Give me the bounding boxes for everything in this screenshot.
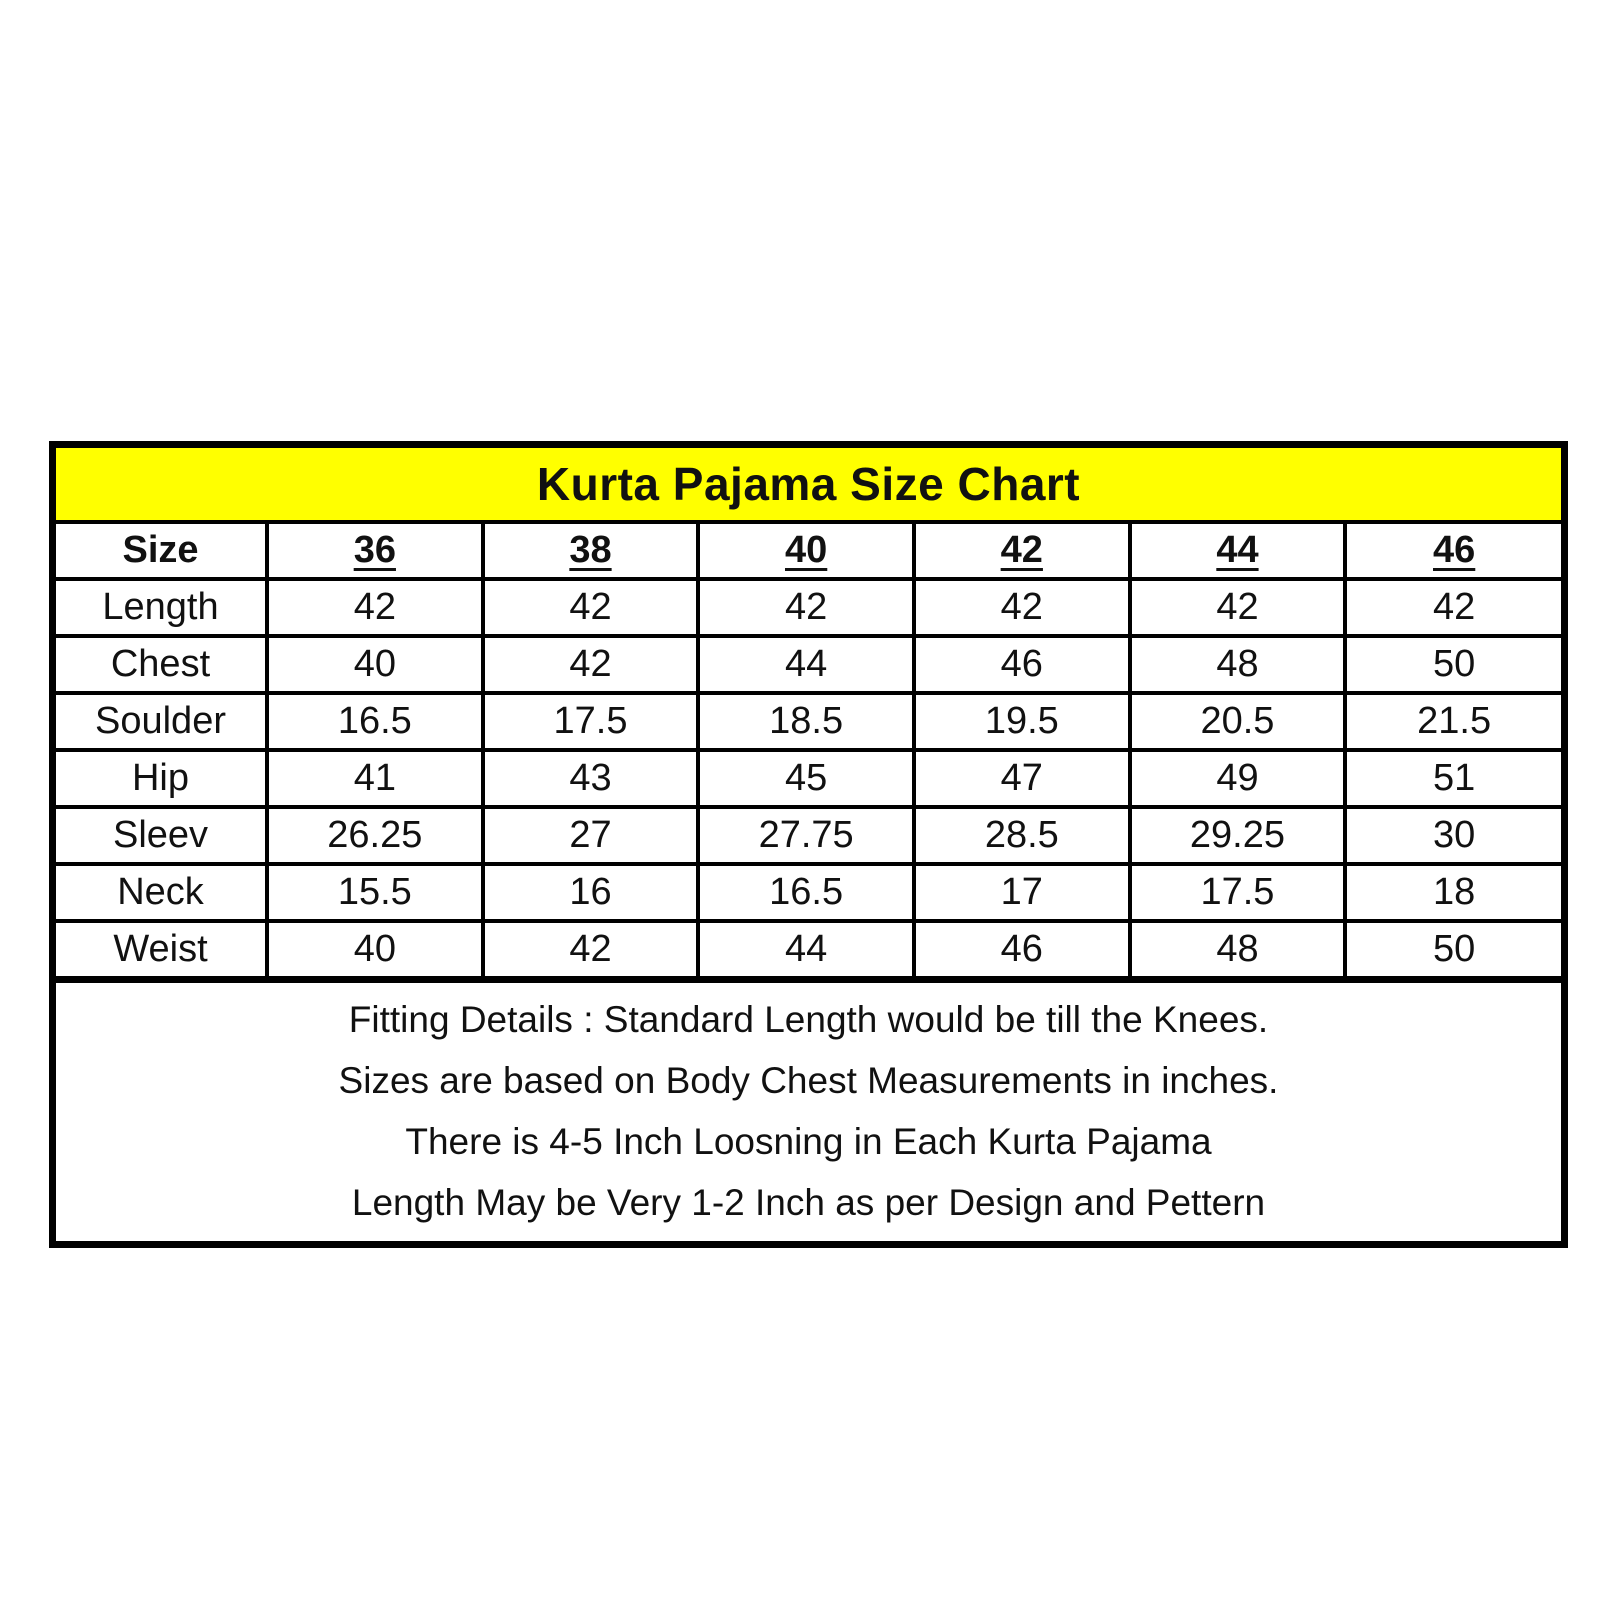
table-cell: 40 (265, 634, 485, 695)
table-cell: 18.5 (696, 691, 916, 752)
table-cell: 44 (696, 919, 916, 983)
header-row: Size 36 38 40 42 44 46 (56, 524, 1561, 581)
note-line: Sizes are based on Body Chest Measuremen… (338, 1060, 1279, 1101)
table-cell: 27 (480, 805, 701, 866)
table-cell: 45 (696, 748, 916, 809)
table-row: Chest 40 42 44 46 48 50 (56, 634, 1561, 695)
table-cell: 42 (696, 577, 916, 638)
table-cell: 42 (265, 577, 485, 638)
table-cell: 50 (1343, 919, 1561, 983)
table-cell: 42 (911, 577, 1132, 638)
table-row: Weist 40 42 44 46 48 50 (56, 919, 1561, 983)
table-cell: 46 (911, 919, 1132, 983)
table-cell: 47 (911, 748, 1132, 809)
table-cell: 46 (911, 634, 1132, 695)
table-cell: 44 (696, 634, 916, 695)
row-label: Hip (56, 748, 269, 809)
row-label: Chest (56, 634, 269, 695)
table-cell: 15.5 (265, 862, 485, 923)
table-row: Soulder 16.5 17.5 18.5 19.5 20.5 21.5 (56, 691, 1561, 752)
table-cell: 40 (265, 919, 485, 983)
table-cell: 42 (1343, 577, 1561, 638)
table-cell: 48 (1127, 634, 1348, 695)
size-chart: Kurta Pajama Size Chart Size 36 38 40 42 44 46… (49, 441, 1568, 1248)
table-row: Hip 41 43 45 47 49 51 (56, 748, 1561, 809)
table-cell: 30 (1343, 805, 1561, 866)
table-cell: 42 (480, 577, 701, 638)
header-size: 46 (1343, 524, 1561, 581)
table-cell: 19.5 (911, 691, 1132, 752)
table-cell: 49 (1127, 748, 1348, 809)
table-cell: 26.25 (265, 805, 485, 866)
header-size-label: Size (56, 524, 269, 581)
table-cell: 48 (1127, 919, 1348, 983)
header-size: 44 (1127, 524, 1348, 581)
row-label: Neck (56, 862, 269, 923)
table-cell: 18 (1343, 862, 1561, 923)
table-cell: 42 (1127, 577, 1348, 638)
table-cell: 16.5 (696, 862, 916, 923)
table-cell: 17 (911, 862, 1132, 923)
table-cell: 17.5 (480, 691, 701, 752)
header-size: 42 (911, 524, 1132, 581)
note-line: Length May be Very 1-2 Inch as per Desig… (351, 1182, 1266, 1223)
fitting-notes: Fitting Details : Standard Length would … (56, 983, 1561, 1241)
table-cell: 43 (480, 748, 701, 809)
table-cell: 20.5 (1127, 691, 1348, 752)
table-cell: 21.5 (1343, 691, 1561, 752)
table-cell: 42 (480, 634, 701, 695)
header-size: 40 (696, 524, 916, 581)
table-cell: 17.5 (1127, 862, 1348, 923)
table-row: Length 42 42 42 42 42 42 (56, 577, 1561, 638)
table-cell: 42 (480, 919, 701, 983)
note-line: There is 4-5 Inch Loosning in Each Kurta… (405, 1121, 1212, 1162)
row-label: Weist (56, 919, 269, 983)
header-size: 38 (480, 524, 701, 581)
header-size: 36 (265, 524, 485, 581)
table-cell: 16.5 (265, 691, 485, 752)
table-cell: 41 (265, 748, 485, 809)
table-cell: 28.5 (911, 805, 1132, 866)
size-table: Size 36 38 40 42 44 46 Length 42 42 42 42 42 42 Chest 4… (56, 524, 1561, 983)
row-label: Length (56, 577, 269, 638)
table-cell: 27.75 (696, 805, 916, 866)
table-cell: 16 (480, 862, 701, 923)
table-cell: 51 (1343, 748, 1561, 809)
table-cell: 29.25 (1127, 805, 1348, 866)
note-line: Fitting Details : Standard Length would … (348, 999, 1269, 1040)
table-row: Neck 15.5 16 16.5 17 17.5 18 (56, 862, 1561, 923)
table-row: Sleev 26.25 27 27.75 28.5 29.25 30 (56, 805, 1561, 866)
row-label: Sleev (56, 805, 269, 866)
table-cell: 50 (1343, 634, 1561, 695)
row-label: Soulder (56, 691, 269, 752)
chart-title: Kurta Pajama Size Chart (56, 448, 1561, 524)
